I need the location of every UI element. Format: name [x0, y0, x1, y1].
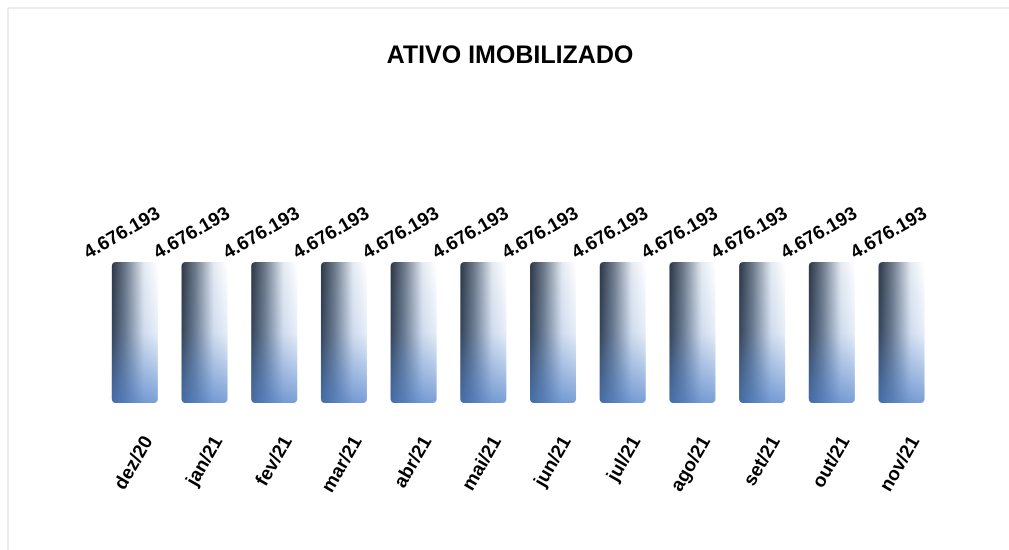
- bar-shade: [878, 262, 925, 403]
- value-label: 4.676.193: [429, 203, 513, 263]
- x-tick-label: ago/21: [667, 432, 715, 495]
- bar-shade: [251, 262, 298, 403]
- value-label: 4.676.193: [150, 203, 234, 263]
- value-label: 4.676.193: [568, 203, 652, 263]
- x-tick-label: out/21: [808, 432, 854, 491]
- bar-shade: [599, 262, 646, 403]
- x-tick-label: jun/21: [530, 432, 576, 491]
- value-label: 4.676.193: [638, 203, 722, 263]
- bar-shade: [808, 262, 855, 403]
- x-tick-label: jul/21: [602, 432, 645, 486]
- value-label: 4.676.193: [289, 203, 373, 263]
- bar-shade: [460, 262, 507, 403]
- chart-title: ATIVO IMOBILIZADO: [387, 41, 634, 69]
- x-tick-label: jan/21: [182, 432, 228, 490]
- bar-shade: [739, 262, 786, 403]
- value-label: 4.676.193: [708, 203, 792, 263]
- x-tick-label: fev/21: [252, 432, 297, 490]
- value-label: 4.676.193: [80, 203, 164, 263]
- bar-shade: [320, 262, 367, 403]
- value-label: 4.676.193: [847, 203, 931, 263]
- x-tick-label: mai/21: [458, 432, 506, 494]
- bar-shade: [181, 262, 228, 403]
- bar-shade: [390, 262, 437, 403]
- x-tick-label: set/21: [740, 432, 785, 490]
- x-tick-label: nov/21: [876, 432, 924, 495]
- bar-shade: [111, 262, 158, 403]
- value-label: 4.676.193: [498, 203, 582, 263]
- x-tick-label: dez/20: [110, 433, 157, 494]
- bar-shade: [530, 262, 577, 403]
- value-label: 4.676.193: [359, 203, 443, 263]
- value-label: 4.676.193: [777, 203, 861, 263]
- x-tick-label: abr/21: [390, 432, 436, 491]
- value-label: 4.676.193: [220, 203, 304, 263]
- bar-shade: [669, 262, 716, 403]
- x-tick-label: mar/21: [318, 432, 367, 496]
